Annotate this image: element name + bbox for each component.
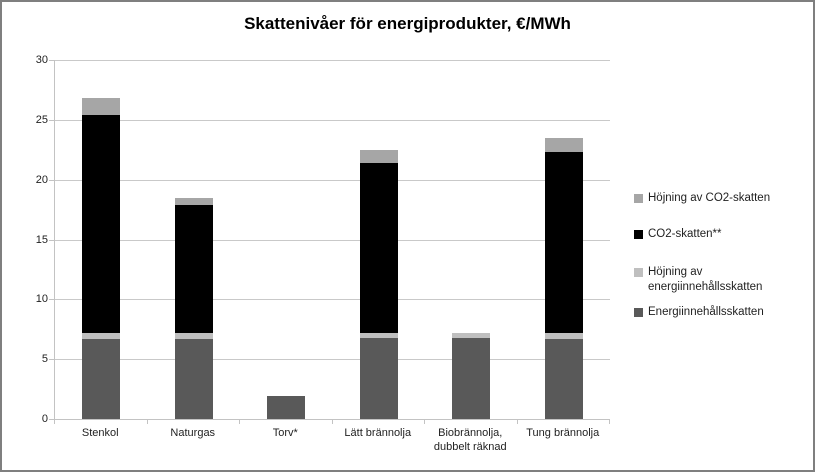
gridline-15 <box>55 239 610 241</box>
bar-torv- <box>267 60 306 419</box>
y-tick-mark <box>49 419 54 420</box>
bar-biobr-nnolja-dubbelt-r-knad <box>452 60 491 419</box>
legend-swatch-icon <box>634 194 643 203</box>
legend-item: Höjning av energiinnehållsskatten <box>634 265 810 295</box>
bar-segment <box>174 332 213 339</box>
y-tick-label-20: 20 <box>35 173 48 186</box>
category-label: Biobrännolja, dubbelt räknad <box>433 427 507 453</box>
y-tick-label-10: 10 <box>35 293 48 306</box>
gridline-30 <box>55 60 610 61</box>
category-label: Stenkol <box>81 427 119 439</box>
legend-label: CO2-skatten** <box>648 228 722 240</box>
plot-area <box>54 60 610 420</box>
bar-naturgas <box>174 60 213 419</box>
legend-label: Höjning av CO2-skatten <box>648 192 771 204</box>
gridline-25 <box>55 119 610 121</box>
x-tick-mark <box>516 420 518 424</box>
bar-segment <box>452 332 491 338</box>
y-tick-mark <box>49 359 54 361</box>
y-tick-mark <box>49 239 54 241</box>
legend-label: Energiinnehållsskatten <box>648 306 764 318</box>
y-tick-label-15: 15 <box>35 233 48 246</box>
bar-segment <box>82 98 121 116</box>
category-slot <box>518 60 611 419</box>
y-tick-label-0: 0 <box>41 413 48 425</box>
category-label: Lätt brännolja <box>344 427 412 439</box>
chart-title: Skattenivåer för energiprodukter, €/MWh <box>244 14 571 33</box>
y-tick-mark <box>49 299 54 301</box>
bar-segment <box>544 137 583 153</box>
bar-segment <box>544 332 583 339</box>
x-tick-mark <box>54 420 55 424</box>
y-tick-mark <box>49 119 54 121</box>
legend-item: CO2-skatten** <box>634 227 722 242</box>
bar-segment <box>359 149 398 163</box>
legend-swatch-icon <box>634 230 643 239</box>
bar-segment <box>452 337 491 419</box>
legend-swatch-icon <box>634 268 643 277</box>
y-tick-mark <box>49 60 54 61</box>
x-axis-labels: Stenkol Naturgas Torv* Lätt brännolja Biobrä… <box>54 426 609 454</box>
bar-segment <box>174 197 213 205</box>
bar-segment <box>359 162 398 333</box>
category-label: Naturgas <box>170 427 216 439</box>
bar-segment <box>82 115 121 333</box>
bars-container <box>55 60 610 419</box>
x-tick-mark <box>331 420 333 424</box>
gridline-20 <box>55 179 610 181</box>
category-slot <box>333 60 426 419</box>
bar-segment <box>82 338 121 419</box>
legend-swatch-icon <box>634 308 643 317</box>
category-slot <box>55 60 148 419</box>
legend-item: Energiinnehållsskatten <box>634 305 764 320</box>
bar-segment <box>174 204 213 333</box>
bar-segment <box>544 338 583 419</box>
x-tick-mark <box>239 420 240 424</box>
x-tick-mark <box>609 420 610 424</box>
bar-tung-br-nnolja <box>544 60 583 419</box>
x-tick-mark <box>146 420 148 424</box>
category-slot <box>240 60 333 419</box>
bar-segment <box>174 338 213 419</box>
category-label: Tung brännolja <box>526 427 600 439</box>
category-slot <box>425 60 518 419</box>
bar-segment <box>267 396 306 419</box>
y-tick-label-30: 30 <box>35 54 48 66</box>
gridline-5 <box>55 359 610 361</box>
bar-segment <box>82 332 121 339</box>
legend-item: Höjning av CO2-skatten <box>634 191 770 206</box>
y-tick-label-25: 25 <box>35 113 48 126</box>
bar-stenkol <box>82 60 121 419</box>
bar-segment <box>544 152 583 333</box>
y-tick-label-5: 5 <box>41 353 48 366</box>
bar-segment <box>359 337 398 419</box>
bar-l-tt-br-nnolja <box>359 60 398 419</box>
category-slot <box>148 60 241 419</box>
bar-segment <box>359 332 398 338</box>
category-label: Torv* <box>272 427 298 439</box>
gridline-10 <box>55 299 610 301</box>
legend-label: Höjning av energiinnehållsskatten <box>648 266 763 293</box>
x-tick-mark <box>424 420 425 424</box>
y-tick-mark <box>49 179 54 181</box>
